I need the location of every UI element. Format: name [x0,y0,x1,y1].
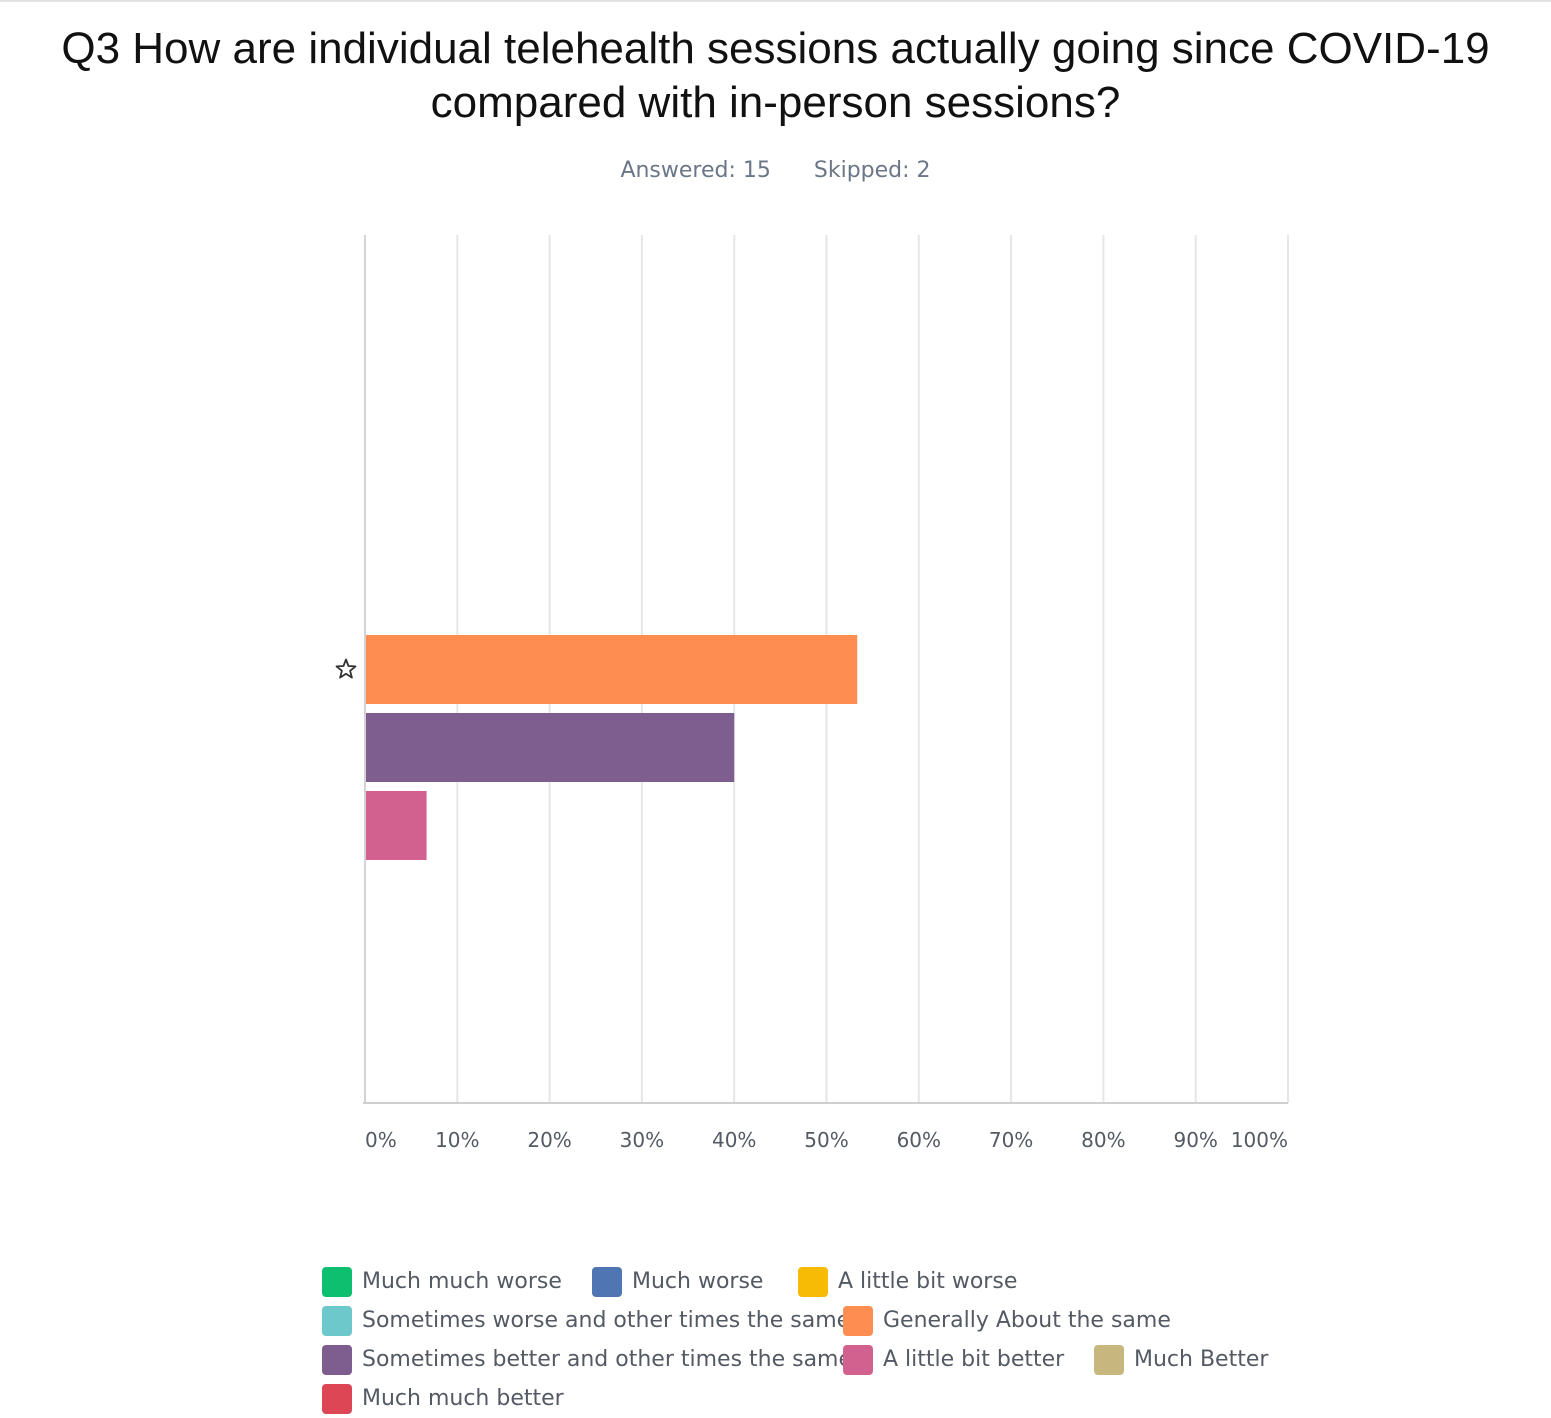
legend-item[interactable]: A little bit worse [798,1266,1038,1297]
top-divider [0,0,1551,2]
star-outline-icon[interactable] [335,658,357,679]
chart-title: Q3 How are individual telehealth session… [61,24,1490,127]
legend-item[interactable]: Sometimes better and other times the sam… [322,1344,852,1375]
x-tick-label: 70% [989,1128,1033,1152]
bar-a-little-bit-better[interactable] [366,791,427,860]
x-tick-label: 20% [527,1128,571,1152]
legend-label: Much Better [1134,1347,1269,1372]
x-tick-label: 80% [1081,1128,1125,1152]
bars [366,635,858,860]
x-tick-label: 40% [712,1128,756,1152]
legend-item[interactable]: Much Better [1094,1344,1294,1375]
legend-label: Generally About the same [883,1308,1171,1333]
legend-swatch [843,1344,873,1375]
star-outline-icon[interactable] [335,658,357,679]
legend-item[interactable]: Much worse [592,1266,798,1297]
x-tick-label: 10% [435,1128,479,1152]
legend: Much much worse Much worse A little bit wo… [322,1262,1302,1418]
legend-swatch [322,1305,352,1336]
x-tick-label: 90% [1173,1128,1217,1152]
legend-label: Much much better [362,1386,564,1411]
x-tick-labels: 0% 10% 20% 30% 40% 50% 60% 70% 80% 90% 100% [365,1128,1288,1152]
legend-row: Sometimes worse and other times the same… [322,1301,1302,1340]
bar-chart: 0% 10% 20% 30% 40% 50% 60% 70% 80% 90% 100% [335,235,1289,1152]
legend-row: Much much worse Much worse A little bit wo… [322,1262,1302,1301]
legend-label: Much worse [632,1269,764,1294]
x-tick-label: 50% [804,1128,848,1152]
legend-label: Much much worse [362,1269,562,1294]
legend-swatch [322,1344,352,1375]
legend-label: Sometimes better and other times the sam… [362,1347,853,1372]
legend-swatch [592,1266,622,1297]
legend-swatch [843,1305,873,1336]
legend-label: A little bit worse [838,1269,1018,1294]
legend-row: Sometimes better and other times the sam… [322,1340,1302,1379]
legend-swatch [322,1383,352,1414]
legend-item[interactable]: Generally About the same [843,1305,1171,1336]
x-tick-label: 30% [620,1128,664,1152]
x-tick-label: 60% [897,1128,941,1152]
legend-row: Much much better [322,1379,1302,1418]
x-tick-label: 100% [1231,1128,1288,1152]
skipped-count: Skipped: 2 [813,158,931,183]
legend-item[interactable]: Much much better [322,1383,622,1414]
legend-item[interactable]: A little bit better [843,1344,1094,1375]
answered-count: Answered: 15 [620,158,771,183]
legend-label: Sometimes worse and other times the same [362,1308,851,1333]
legend-label: A little bit better [883,1347,1065,1372]
bar-generally-about-the-same[interactable] [366,635,858,704]
legend-item[interactable]: Much much worse [322,1266,592,1297]
legend-item[interactable]: Sometimes worse and other times the same [322,1305,850,1336]
legend-swatch [798,1266,828,1297]
legend-swatch [1094,1344,1124,1375]
bar-sometimes-better-and-other-times-the-same[interactable] [366,713,735,782]
x-tick-label: 0% [365,1128,397,1152]
legend-swatch [322,1266,352,1297]
response-stats: Answered: 15 Skipped: 2 [0,158,1551,183]
